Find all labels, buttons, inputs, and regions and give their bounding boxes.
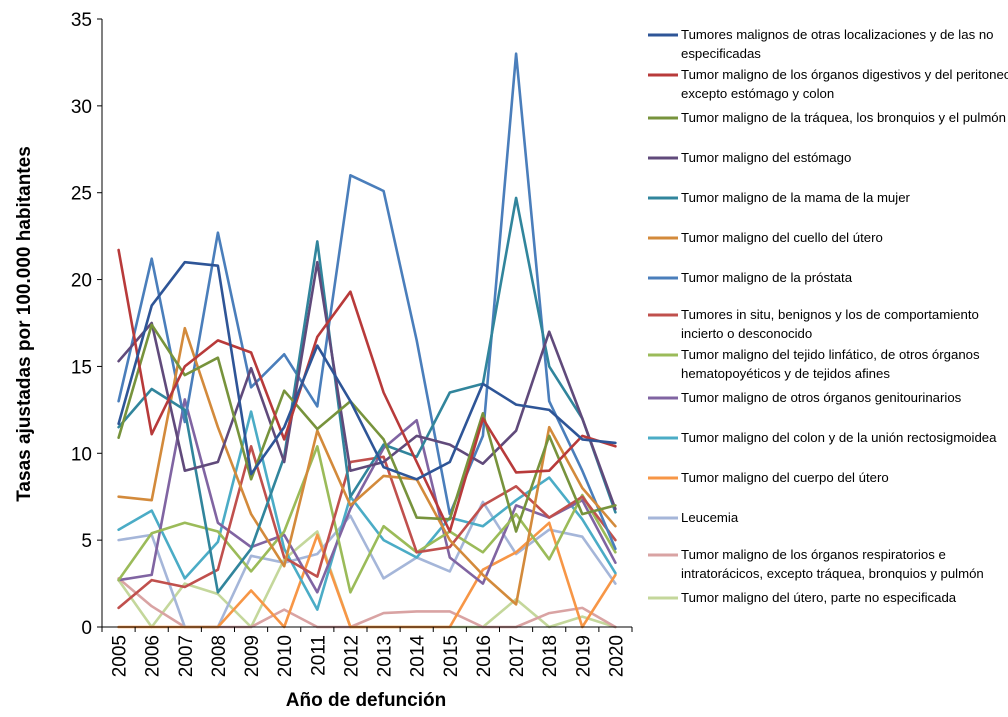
series-lines — [117, 52, 617, 629]
axes: 0 5 10 15 20 25 30 35 2005 2006 2007 2008 2009 2010 20… — [71, 10, 633, 678]
x-tick-label: 2014 — [408, 635, 429, 678]
x-tick-label: 2012 — [341, 635, 362, 677]
y-tick-label: 5 — [81, 531, 92, 552]
series-line-3 — [117, 323, 617, 533]
legend-label: Tumor maligno de la próstata — [681, 270, 853, 285]
x-tick-label: 2018 — [540, 635, 561, 677]
legend-label: especificadas — [681, 46, 761, 61]
series-line-1 — [117, 260, 617, 481]
x-tick-label: 2005 — [110, 635, 131, 677]
x-axis-title: Año de defunción — [286, 690, 446, 711]
legend-label: Tumor maligno del tejido linfático, de o… — [681, 347, 980, 362]
y-tick-label: 35 — [71, 10, 92, 31]
series-line-2 — [117, 248, 617, 533]
legend-item: Tumores in situ, benignos y los de compo… — [648, 307, 979, 341]
legend-label: Tumor maligno de otros órganos genitouri… — [681, 390, 962, 405]
legend-label: Tumor maligno de los órganos respiratori… — [681, 547, 946, 562]
legend-item: Tumor maligno de otros órganos genitouri… — [648, 390, 962, 405]
x-tick-label: 2013 — [375, 635, 396, 677]
series-line-11 — [117, 410, 617, 611]
x-tick-label: 2008 — [209, 635, 230, 677]
y-tick-label: 25 — [71, 184, 92, 205]
series-line-9 — [117, 444, 617, 594]
legend-label: Tumor maligno de la mama de la mujer — [681, 190, 911, 205]
legend-item: Tumor maligno de la mama de la mujer — [648, 190, 911, 205]
legend-item: Tumor maligno de la próstata — [648, 270, 853, 285]
y-tick-label: 15 — [71, 357, 92, 378]
x-tick-label: 2007 — [176, 635, 197, 677]
series-line-4 — [117, 260, 617, 511]
series-line-5 — [117, 196, 617, 594]
legend-label: excepto estómago y colon — [681, 86, 834, 101]
y-axis-title: Tasas ajustadas por 100.000 habitantes — [14, 146, 35, 502]
series-line-13 — [117, 500, 617, 629]
series-line-7 — [117, 52, 617, 551]
x-tick-label: 2010 — [275, 635, 296, 677]
legend-label: Tumor maligno del estómago — [681, 150, 851, 165]
legend-item: Tumor maligno del útero, parte no especi… — [648, 590, 957, 605]
legend-item: Leucemia — [648, 510, 739, 525]
y-tick-label: 30 — [71, 97, 92, 118]
legend-label: incierto o desconocido — [681, 326, 812, 341]
legend-label: Leucemia — [681, 510, 739, 525]
x-tick-label: 2019 — [573, 635, 594, 677]
legend-item: Tumor maligno de los órganos respiratori… — [648, 547, 984, 581]
x-tick-label: 2020 — [606, 635, 627, 677]
legend-label: Tumor maligno del cuello del útero — [681, 230, 883, 245]
legend-label: hematopoyéticos y de tejidos afines — [681, 366, 890, 381]
legend: Tumores malignos de otras localizaciones… — [648, 27, 1008, 605]
legend-item: Tumor maligno del tejido linfático, de o… — [648, 347, 980, 381]
x-tick-label: 2015 — [441, 635, 462, 677]
y-tick-label: 20 — [71, 271, 92, 292]
legend-label: Tumor maligno del colon y de la unión re… — [681, 430, 997, 445]
x-tick-label: 2009 — [242, 635, 263, 677]
legend-item: Tumor maligno del cuerpo del útero — [648, 470, 889, 485]
legend-item: Tumor maligno del cuello del útero — [648, 230, 883, 245]
legend-label: intratorácicos, excepto tráquea, bronqui… — [681, 566, 984, 581]
series-line-10 — [117, 398, 617, 594]
series-line-6 — [117, 326, 617, 606]
legend-label: Tumores malignos de otras localizaciones… — [681, 27, 994, 42]
legend-item: Tumor maligno del estómago — [648, 150, 851, 165]
legend-item: Tumor maligno de la tráquea, los bronqui… — [648, 110, 1006, 125]
legend-label: Tumor maligno del útero, parte no especi… — [681, 590, 957, 605]
x-tick-label: 2006 — [143, 635, 164, 677]
x-tick-label: 2011 — [308, 635, 329, 676]
legend-label: Tumor maligno de los órganos digestivos … — [681, 67, 1008, 82]
legend-item: Tumores malignos de otras localizaciones… — [648, 27, 994, 61]
legend-label: Tumores in situ, benignos y los de compo… — [681, 307, 979, 322]
legend-label: Tumor maligno de la tráquea, los bronqui… — [681, 110, 1006, 125]
series-line-8 — [117, 444, 617, 610]
legend-label: Tumor maligno del cuerpo del útero — [681, 470, 889, 485]
y-tick-label: 10 — [71, 444, 92, 465]
legend-item: Tumor maligno del colon y de la unión re… — [648, 430, 997, 445]
x-tick-label: 2017 — [507, 635, 528, 677]
x-tick-label: 2016 — [474, 635, 495, 677]
series-line-12 — [117, 521, 617, 629]
y-tick-label: 0 — [81, 618, 92, 639]
legend-item: Tumor maligno de los órganos digestivos … — [648, 67, 1008, 101]
